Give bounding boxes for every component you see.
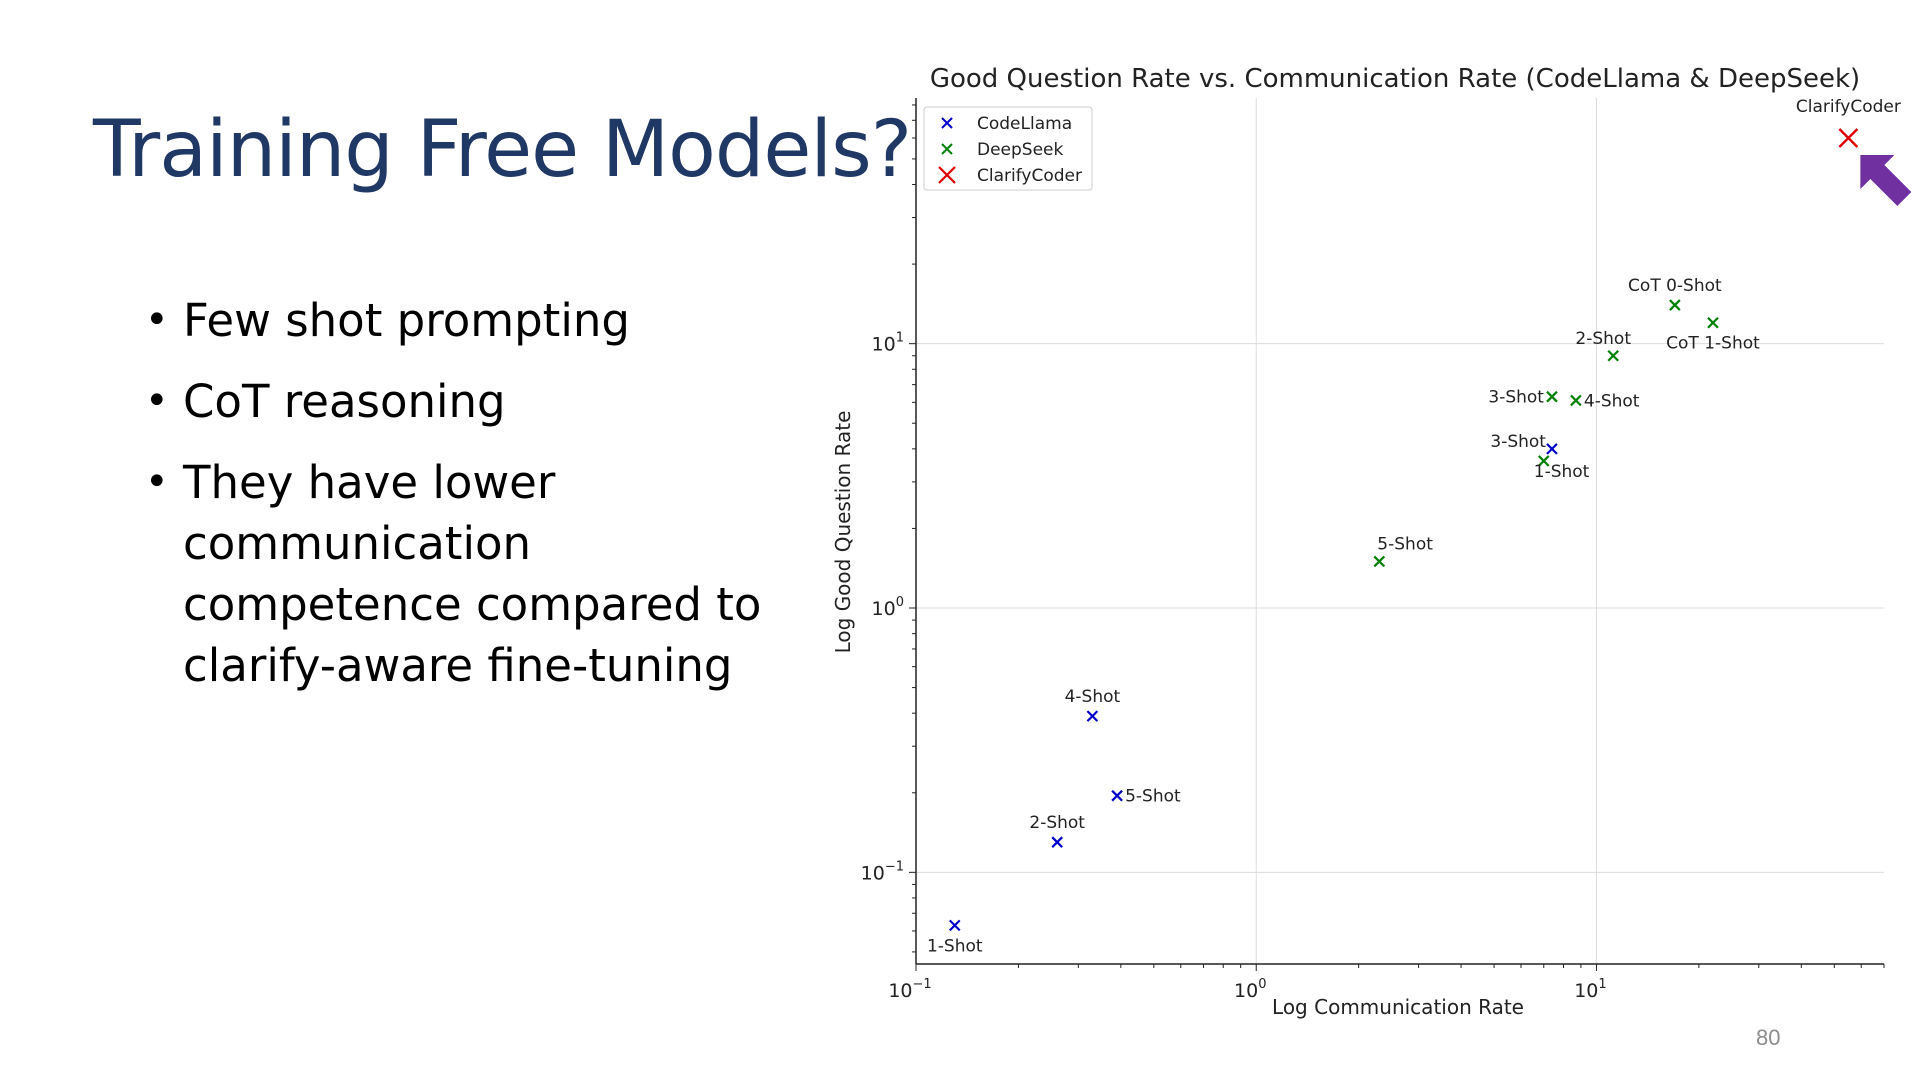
point-label: 3-Shot [1488,388,1544,408]
legend-label: ClarifyCoder [977,166,1082,186]
point-deepseek [1707,316,1719,329]
x-tick-label: 100 [1234,977,1266,1002]
bullet-text: CoT reasoning [183,375,506,428]
point-codellama [1051,836,1063,848]
point-deepseek [1607,349,1619,362]
marker-stroke [938,166,956,184]
x-tick-label: 10−1 [888,977,931,1002]
point-codellama [948,919,961,932]
point-label: ClarifyCoder [1796,97,1901,117]
point-label: 4-Shot [1065,687,1121,707]
chart-title: Good Question Rate vs. Communication Rat… [930,64,1860,94]
data-points [948,128,1859,932]
y-tick-label: 10−1 [861,859,904,884]
marker-stroke [1570,394,1582,407]
point-label: CoT 1-Shot [1666,334,1760,354]
marker-stroke [1051,836,1063,848]
marker-stroke [941,143,953,155]
bullet-text: They have lower communication competence… [183,456,762,692]
grid [915,98,1884,964]
bullet-item: • CoT reasoning [145,371,805,432]
marker-stroke [1373,555,1386,568]
x-axis-label: Log Communication Rate [1272,995,1524,1019]
point-label: 3-Shot [1490,432,1546,452]
point-codellama [1111,789,1123,802]
point-label: CoT 0-Shot [1628,276,1722,296]
point-labels: 1-Shot 2-Shot 4-Shot 5-Shot 3-Shot 1-Shot 5-Sh… [927,97,1901,956]
legend-marker-clarifycoder [938,166,956,184]
marker-stroke [1537,455,1550,467]
bullet-item: • They have lower communication competenc… [145,452,805,696]
legend-box [923,106,1093,191]
marker-stroke [941,117,953,129]
point-deepseek [1570,394,1582,407]
x-tick-label: 101 [1574,977,1606,1002]
marker-stroke [1607,349,1619,362]
marker-stroke [1707,316,1719,329]
bullet-list: • Few shot prompting • CoT reasoning • They… [145,290,805,716]
marker-stroke [1669,299,1681,311]
legend-label: CodeLlama [977,114,1072,134]
marker-stroke [1838,128,1859,148]
bullet-dot: • [145,459,169,505]
legend-marker-codellama [941,117,953,129]
bullet-dot: • [145,297,169,343]
point-deepseek [1546,390,1558,403]
point-label: 4-Shot [1584,391,1640,411]
point-codellama [1086,710,1099,722]
point-label: 1-Shot [927,936,983,956]
y-axis-label: Log Good Question Rate [831,411,855,654]
bullet-dot: • [145,378,169,424]
annotations [1860,154,1912,206]
point-deepseek [1373,555,1386,568]
marker-stroke [1546,390,1558,403]
point-label: 1-Shot [1534,462,1590,482]
legend: CodeLlama DeepSeek ClarifyCoder [923,106,1093,191]
slide-title: Training Free Models? [93,105,912,195]
point-label: 2-Shot [1575,329,1631,349]
axes [909,98,1885,971]
point-label: 2-Shot [1029,813,1085,833]
marker-stroke [1546,443,1558,455]
point-codellama [1546,443,1558,455]
point-deepseek [1669,299,1681,311]
y-tick-label: 101 [872,331,904,356]
marker-stroke [948,919,961,932]
bullet-text: Few shot prompting [183,294,630,347]
point-deepseek [1537,455,1550,467]
marker-stroke [1111,789,1123,802]
point-clarifycoder [1838,128,1859,148]
tick-labels: 10−1 100 101 10−1 100 101 [861,331,1607,1002]
marker-stroke [1086,710,1099,722]
point-label: 5-Shot [1125,787,1181,807]
y-tick-label: 100 [872,595,904,620]
arrow-icon [1860,154,1912,206]
bullet-item: • Few shot prompting [145,290,805,351]
legend-marker-deepseek [941,143,953,155]
page-number: 80 [1756,1025,1781,1050]
legend-label: DeepSeek [977,140,1064,160]
point-label: 5-Shot [1377,534,1433,554]
